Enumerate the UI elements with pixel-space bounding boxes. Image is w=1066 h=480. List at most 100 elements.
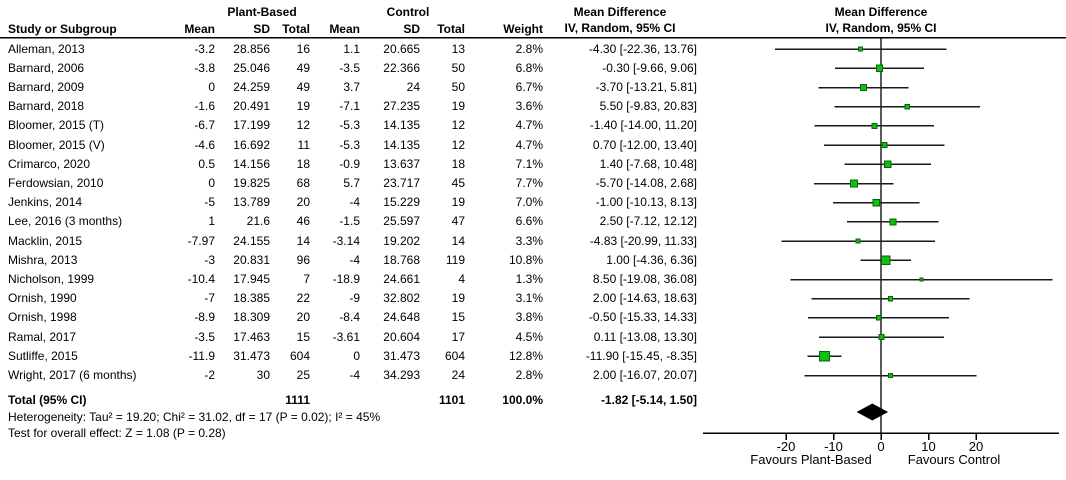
group-header-control: Control	[386, 5, 430, 19]
study-row: Crimarco, 2020 0.5 14.156 18 -0.9 13.637 18 7.1…	[0, 155, 697, 174]
control-mean: -7.1	[339, 99, 360, 114]
control-sd: 27.235	[383, 99, 420, 114]
favours-right-label: Favours Control	[907, 452, 1001, 467]
control-mean: -0.9	[339, 156, 360, 171]
control-mean: -9	[349, 291, 360, 306]
control-total: 19	[451, 195, 465, 210]
treatment-total: 15	[296, 329, 310, 344]
control-mean: -5.3	[339, 137, 360, 152]
treatment-total: 14	[296, 233, 310, 248]
plot-column-header-title: Mean Difference	[834, 5, 928, 19]
total-t-n: 1111	[285, 392, 310, 407]
md-column-header-method: IV, Random, 95% CI	[564, 21, 676, 35]
ci-text: -1.40 [-14.00, 11.20]	[589, 118, 697, 133]
effect-square	[889, 218, 897, 226]
md-column-header: Mean Difference IV, Random, 95% CI	[543, 4, 697, 36]
total-label: Total (95% CI)	[8, 392, 87, 407]
ci-text: -0.30 [-9.66, 9.06]	[602, 60, 697, 75]
weight-value: 2.8%	[515, 41, 543, 56]
weight-value: 3.3%	[515, 233, 543, 248]
total-t-sd	[215, 391, 270, 410]
study-name: Barnard, 2018	[8, 99, 85, 114]
study-row: Barnard, 2009 0 24.259 49 3.7 24 50 6.7% -3.70 […	[0, 78, 697, 97]
study-row: Ornish, 1998 -8.9 18.309 20 -8.4 24.648 15 3.8%…	[0, 308, 697, 327]
treatment-sd: 17.463	[233, 329, 270, 344]
ci-text: 2.00 [-16.07, 20.07]	[592, 367, 697, 382]
control-sd: 34.293	[383, 367, 420, 382]
summary-diamond	[856, 403, 889, 421]
treatment-sd: 17.945	[233, 271, 270, 286]
ci-text: -11.90 [-15.45, -8.35]	[585, 348, 697, 363]
control-mean: -4	[349, 252, 360, 267]
control-mean: -3.14	[332, 233, 360, 248]
ci-text: 1.40 [-7.68, 10.48]	[599, 156, 697, 171]
treatment-total: 604	[289, 348, 310, 363]
treatment-sd: 17.199	[233, 118, 270, 133]
ci-text: 1.00 [-4.36, 6.36]	[606, 252, 697, 267]
weight-value: 3.1%	[515, 291, 543, 306]
study-name: Sutliffe, 2015	[8, 348, 78, 363]
control-mean: -3.5	[339, 60, 360, 75]
control-sd: 22.366	[383, 60, 420, 75]
col-t-total-header: Total	[282, 22, 310, 36]
col-study-header: Study or Subgroup	[8, 22, 117, 36]
control-sd: 24.648	[383, 310, 420, 325]
treatment-total: 25	[296, 367, 310, 382]
study-row: Barnard, 2018 -1.6 20.491 19 -7.1 27.235 19 3.6…	[0, 97, 697, 116]
col-t-sd-header: SD	[253, 22, 270, 36]
study-row: Wright, 2017 (6 months) -2 30 25 -4 34.293 24 2…	[0, 366, 697, 385]
treatment-sd: 25.046	[233, 60, 270, 75]
control-total: 45	[451, 175, 465, 190]
study-name: Ramal, 2017	[8, 329, 77, 344]
study-row: Lee, 2016 (3 months) 1 21.6 46 -1.5 25.597 47 6…	[0, 212, 697, 231]
weight-value: 4.7%	[515, 137, 543, 152]
control-sd: 23.717	[383, 175, 420, 190]
treatment-total: 68	[296, 175, 310, 190]
control-total: 19	[451, 291, 465, 306]
treatment-mean: -3.8	[194, 60, 215, 75]
control-sd: 25.597	[383, 214, 420, 229]
group-header-treatment: Plant-Based	[227, 5, 297, 19]
effect-square	[859, 83, 868, 92]
effect-square	[872, 199, 880, 207]
weight-value: 6.7%	[515, 79, 543, 94]
weight-value: 1.3%	[515, 271, 543, 286]
treatment-mean: -3	[204, 252, 215, 267]
study-name: Bloomer, 2015 (T)	[8, 118, 105, 133]
control-mean: 5.7	[343, 175, 360, 190]
total-t-mean	[150, 391, 215, 410]
control-mean: -4	[349, 367, 360, 382]
effect-square	[819, 351, 830, 362]
control-total: 50	[451, 60, 465, 75]
control-mean: -1.5	[339, 214, 360, 229]
treatment-mean: -4.6	[194, 137, 215, 152]
effect-square	[850, 179, 858, 188]
treatment-total: 20	[296, 195, 310, 210]
col-c-mean-header: Mean	[329, 22, 360, 36]
study-name: Mishra, 2013	[8, 252, 78, 267]
treatment-total: 18	[296, 156, 310, 171]
treatment-mean: -3.5	[194, 329, 215, 344]
total-ci-text: -1.82 [-5.14, 1.50]	[600, 392, 697, 407]
effect-square	[871, 122, 878, 129]
control-total: 12	[451, 118, 465, 133]
favours-left-label: Favours Plant-Based	[750, 452, 872, 467]
study-row: Ornish, 1990 -7 18.385 22 -9 32.802 19 3.1% 2.00…	[0, 289, 697, 308]
treatment-total: 96	[296, 252, 310, 267]
study-row: Macklin, 2015 -7.97 24.155 14 -3.14 19.202 14 3…	[0, 232, 697, 251]
total-weight: 100.0%	[502, 392, 543, 407]
study-row: Bloomer, 2015 (V) -4.6 16.692 11 -5.3 14.135 1…	[0, 136, 697, 155]
ci-text: -5.70 [-14.08, 2.68]	[595, 175, 697, 190]
ci-text: -0.50 [-15.33, 14.33]	[588, 310, 697, 325]
control-total: 47	[451, 214, 465, 229]
weight-value: 10.8%	[508, 252, 543, 267]
treatment-mean: -7	[204, 291, 215, 306]
control-total: 24	[451, 367, 465, 382]
col-c-sd-header: SD	[403, 22, 420, 36]
total-c-mean	[310, 391, 360, 410]
treatment-mean: -3.2	[194, 41, 215, 56]
control-sd: 14.135	[383, 118, 420, 133]
weight-value: 6.8%	[515, 60, 543, 75]
treatment-mean: 0	[208, 79, 215, 94]
treatment-sd: 16.692	[233, 137, 270, 152]
